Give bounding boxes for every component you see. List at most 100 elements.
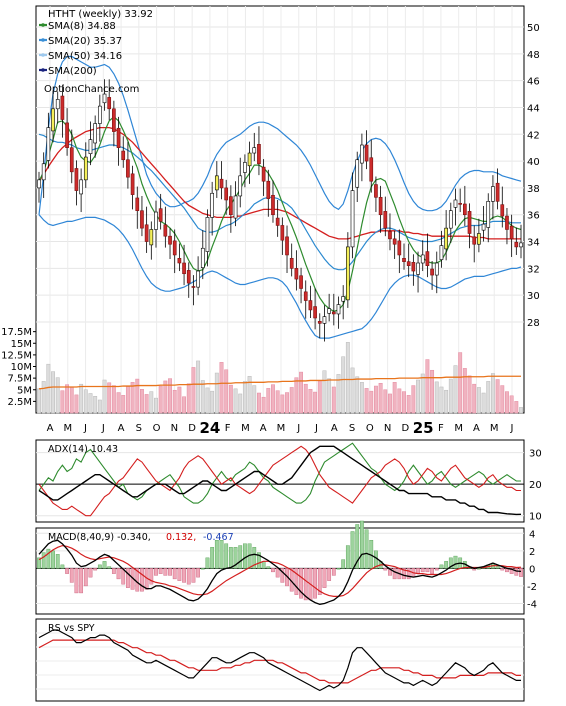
symbol-label: HTHT (weekly) 33.92 bbox=[48, 9, 153, 20]
macd-histogram-bar bbox=[107, 566, 112, 569]
candle-body bbox=[463, 203, 467, 216]
x-tick-label: S bbox=[349, 423, 355, 434]
volume-bar bbox=[69, 387, 74, 414]
macd-histogram-bar bbox=[41, 552, 46, 569]
candle-body bbox=[257, 144, 261, 165]
adx-tick-label: 20 bbox=[529, 480, 542, 491]
volume-bar bbox=[261, 396, 266, 414]
macd-histogram-bar bbox=[172, 568, 177, 580]
volume-bar bbox=[55, 377, 60, 414]
adx-tick-label: 10 bbox=[529, 512, 542, 523]
candle-body bbox=[299, 275, 303, 289]
volume-bar bbox=[116, 392, 121, 414]
volume-bar bbox=[46, 363, 51, 414]
volume-tick-label: 15M bbox=[11, 339, 32, 350]
candle-body bbox=[411, 262, 416, 272]
volume-bar bbox=[252, 385, 257, 414]
volume-bar bbox=[140, 389, 144, 414]
volume-bar bbox=[303, 383, 308, 414]
candle-body bbox=[453, 199, 458, 208]
adx-tick-label: 30 bbox=[529, 449, 542, 460]
volume-bar bbox=[317, 380, 322, 414]
volume-bar bbox=[402, 391, 406, 414]
volume-bar bbox=[224, 369, 229, 414]
x-tick-label: J bbox=[101, 423, 105, 434]
candles bbox=[37, 79, 523, 342]
volume-bars bbox=[37, 342, 523, 414]
volume-bar bbox=[476, 387, 481, 414]
volume-bar bbox=[266, 388, 271, 414]
volume-bar bbox=[420, 373, 425, 414]
volume-bar bbox=[345, 342, 350, 414]
x-axis: A M J J A S O N D 24 F M A M J J A S O N D 25 F M A M J bbox=[47, 419, 514, 437]
macd-label: MACD(8,40,9) -0.340, bbox=[48, 532, 151, 543]
macd-tick-label: 4 bbox=[529, 529, 535, 540]
macd-histogram-bar bbox=[55, 554, 60, 569]
candle-body bbox=[158, 208, 163, 222]
legend-label: SMA(200) bbox=[48, 66, 97, 77]
macd-tick-label: 0 bbox=[529, 564, 535, 575]
macd-series: 4 2 0 -2 -4 bbox=[36, 520, 537, 610]
macd-histogram-bar bbox=[331, 568, 336, 576]
macd-histogram-bar bbox=[327, 568, 332, 581]
x-tick-label: 24 bbox=[199, 419, 220, 437]
volume-bar bbox=[51, 371, 55, 414]
candle-body bbox=[430, 268, 434, 276]
candle-body bbox=[397, 240, 402, 256]
macd-histogram-bar bbox=[200, 568, 205, 570]
price-tick-label: 48 bbox=[527, 50, 540, 61]
volume-bar bbox=[74, 394, 79, 414]
volume-bar bbox=[154, 397, 158, 414]
price-panel-frame bbox=[35, 5, 525, 414]
price-tick-label: 44 bbox=[527, 103, 540, 114]
candle-body bbox=[448, 210, 453, 229]
candle-body bbox=[486, 201, 491, 228]
volume-tick-label: 5M bbox=[17, 385, 32, 396]
macd-histogram-bar bbox=[46, 548, 51, 569]
macd-histogram-bar bbox=[317, 568, 322, 595]
volume-bar bbox=[41, 381, 46, 414]
volume-bar bbox=[65, 384, 70, 414]
macd-histogram-bar bbox=[163, 568, 168, 576]
volume-bar bbox=[336, 374, 341, 414]
candle-body bbox=[116, 127, 121, 148]
macd-histogram-bar bbox=[476, 568, 481, 570]
volume-bar bbox=[200, 380, 205, 414]
adx-line bbox=[38, 445, 522, 516]
candle-body bbox=[229, 196, 233, 216]
candle-body bbox=[37, 179, 41, 189]
volume-bar bbox=[434, 381, 439, 414]
volume-bar bbox=[495, 379, 500, 414]
x-tick-label: J bbox=[510, 423, 514, 434]
volume-bar bbox=[500, 385, 505, 414]
macd-histogram-bar bbox=[214, 540, 219, 569]
macd-histogram-bar bbox=[116, 568, 121, 580]
volume-bar bbox=[327, 378, 332, 414]
x-tick-label: A bbox=[118, 423, 125, 434]
volume-bar bbox=[125, 386, 130, 414]
adx-di-plus-line bbox=[38, 442, 521, 504]
macd-histogram-bar bbox=[500, 568, 505, 571]
macd-histogram-bar bbox=[219, 540, 224, 569]
x-tick-label: F bbox=[225, 423, 231, 434]
macd-histogram-bar bbox=[205, 557, 210, 569]
candle-body bbox=[275, 217, 280, 226]
macd-histogram-bar bbox=[383, 568, 388, 571]
x-tick-label: N bbox=[171, 423, 178, 434]
volume-bar bbox=[182, 396, 187, 414]
macd-histogram-bar bbox=[360, 520, 364, 569]
volume-bar bbox=[331, 386, 336, 414]
volume-tick-label: 10M bbox=[11, 362, 32, 373]
candle-body bbox=[491, 186, 495, 202]
legend-dot bbox=[41, 23, 45, 27]
macd-histogram-bar bbox=[294, 568, 299, 595]
volume-bar bbox=[219, 362, 224, 414]
volume-bar bbox=[490, 373, 495, 414]
volume-bar bbox=[135, 378, 140, 414]
macd-histogram-bar bbox=[154, 568, 158, 576]
macd-histogram-bar bbox=[341, 559, 346, 569]
volume-bar bbox=[388, 393, 392, 414]
macd-histogram-bar bbox=[65, 568, 69, 574]
volume-bar bbox=[397, 388, 402, 414]
